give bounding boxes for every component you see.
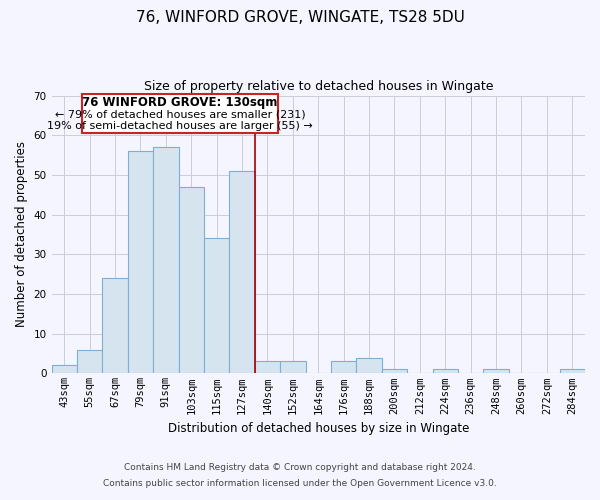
X-axis label: Distribution of detached houses by size in Wingate: Distribution of detached houses by size … bbox=[167, 422, 469, 435]
Bar bbox=[280, 362, 305, 374]
Bar bbox=[128, 151, 153, 374]
Bar bbox=[103, 278, 128, 374]
Bar bbox=[433, 370, 458, 374]
Text: ← 79% of detached houses are smaller (231): ← 79% of detached houses are smaller (23… bbox=[55, 109, 305, 119]
Text: 19% of semi-detached houses are larger (55) →: 19% of semi-detached houses are larger (… bbox=[47, 121, 313, 131]
Bar bbox=[560, 370, 585, 374]
Text: 76, WINFORD GROVE, WINGATE, TS28 5DU: 76, WINFORD GROVE, WINGATE, TS28 5DU bbox=[136, 10, 464, 25]
Bar bbox=[153, 147, 179, 374]
Bar bbox=[204, 238, 229, 374]
Bar bbox=[331, 362, 356, 374]
Title: Size of property relative to detached houses in Wingate: Size of property relative to detached ho… bbox=[143, 80, 493, 93]
Bar bbox=[484, 370, 509, 374]
Bar bbox=[356, 358, 382, 374]
Bar bbox=[255, 362, 280, 374]
Bar bbox=[52, 366, 77, 374]
Text: Contains public sector information licensed under the Open Government Licence v3: Contains public sector information licen… bbox=[103, 478, 497, 488]
Text: 76 WINFORD GROVE: 130sqm: 76 WINFORD GROVE: 130sqm bbox=[82, 96, 278, 109]
Bar bbox=[77, 350, 103, 374]
Bar bbox=[179, 187, 204, 374]
Text: Contains HM Land Registry data © Crown copyright and database right 2024.: Contains HM Land Registry data © Crown c… bbox=[124, 464, 476, 472]
Bar bbox=[229, 171, 255, 374]
Bar bbox=[382, 370, 407, 374]
Y-axis label: Number of detached properties: Number of detached properties bbox=[15, 142, 28, 328]
